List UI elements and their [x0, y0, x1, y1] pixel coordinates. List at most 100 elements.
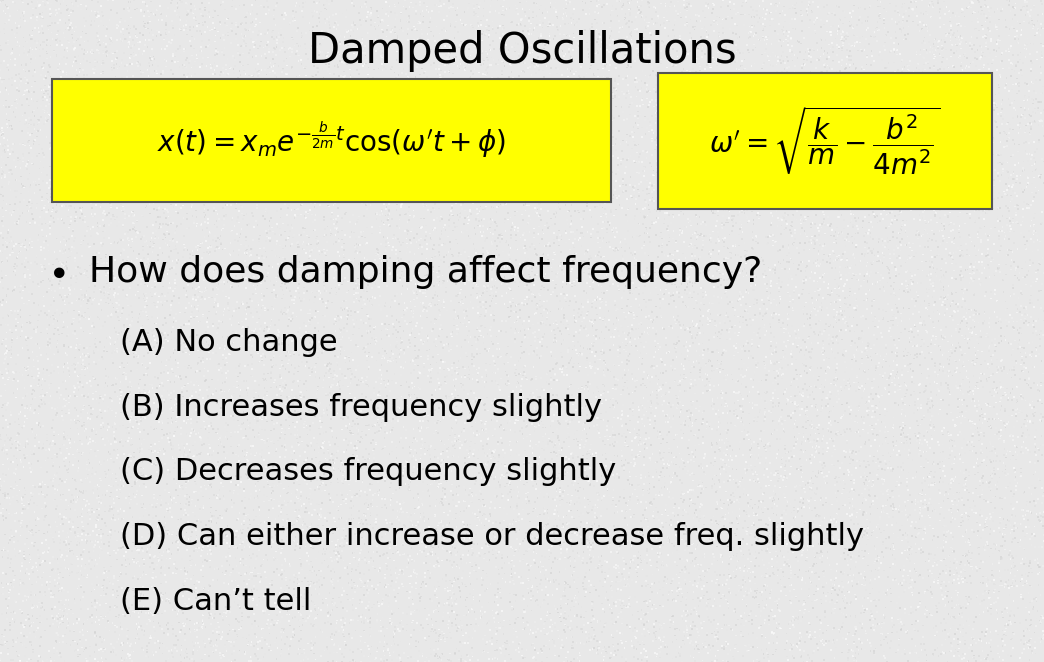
Point: [528, 260, 545, 271]
Point: [678, 610, 694, 620]
Point: [18, 245, 34, 256]
Point: [271, 166, 288, 176]
Point: [818, 477, 835, 488]
Point: [300, 209, 316, 219]
Point: [251, 124, 267, 134]
Point: [402, 275, 419, 286]
Point: [323, 380, 339, 391]
Point: [529, 204, 546, 214]
Point: [734, 0, 751, 8]
Point: [859, 521, 876, 532]
Point: [981, 169, 998, 179]
Point: [710, 645, 727, 655]
Point: [492, 518, 508, 528]
Point: [508, 316, 525, 327]
Point: [958, 371, 975, 382]
Point: [169, 0, 186, 8]
Point: [881, 512, 898, 522]
Point: [121, 585, 138, 595]
Point: [264, 359, 281, 370]
Point: [318, 402, 335, 413]
Point: [582, 444, 598, 455]
Point: [727, 57, 743, 68]
Point: [685, 498, 702, 508]
Point: [524, 653, 541, 662]
Point: [479, 477, 496, 488]
Point: [783, 507, 800, 518]
Point: [9, 383, 26, 394]
Point: [760, 275, 777, 286]
Point: [603, 105, 620, 115]
Point: [889, 210, 906, 220]
Point: [232, 358, 248, 369]
Point: [671, 181, 688, 191]
Point: [47, 164, 64, 174]
Point: [122, 43, 139, 54]
Point: [553, 352, 570, 363]
Point: [943, 516, 959, 527]
Point: [449, 547, 466, 557]
Point: [243, 164, 260, 175]
Point: [907, 400, 924, 410]
Point: [268, 338, 285, 348]
Point: [759, 232, 776, 242]
Point: [260, 335, 277, 346]
Point: [124, 312, 141, 323]
Point: [783, 412, 800, 423]
Point: [943, 142, 959, 152]
Point: [457, 292, 474, 303]
Point: [1003, 619, 1020, 630]
Point: [851, 401, 868, 411]
Point: [303, 438, 319, 448]
Point: [622, 30, 639, 40]
Point: [294, 601, 311, 612]
Point: [611, 285, 627, 295]
Point: [904, 175, 921, 185]
Point: [730, 585, 746, 596]
Point: [926, 358, 943, 369]
Point: [840, 470, 857, 481]
Point: [1024, 228, 1041, 238]
Point: [1021, 110, 1038, 120]
Point: [45, 349, 62, 359]
Point: [709, 355, 726, 366]
Point: [544, 189, 561, 200]
Point: [444, 105, 460, 115]
Point: [254, 295, 270, 305]
Point: [310, 346, 327, 356]
Point: [493, 420, 509, 430]
Point: [6, 575, 23, 585]
Point: [269, 600, 286, 611]
Point: [721, 297, 738, 308]
Point: [914, 510, 930, 521]
Point: [22, 13, 39, 23]
Point: [208, 122, 224, 133]
Point: [231, 405, 247, 416]
Point: [170, 7, 187, 18]
Point: [406, 565, 423, 575]
Point: [683, 1, 699, 12]
Point: [190, 149, 207, 160]
Point: [275, 381, 291, 392]
Point: [857, 626, 874, 637]
Point: [927, 87, 944, 98]
Point: [226, 538, 242, 548]
Point: [54, 637, 71, 647]
Point: [794, 600, 811, 610]
Point: [811, 571, 828, 582]
Point: [382, 87, 399, 98]
Point: [261, 535, 278, 545]
Point: [627, 341, 644, 352]
Point: [327, 457, 343, 468]
Point: [936, 298, 953, 308]
Point: [725, 68, 741, 78]
Point: [899, 626, 916, 636]
Point: [849, 507, 865, 518]
Point: [836, 71, 853, 82]
Point: [188, 113, 205, 123]
Point: [630, 113, 646, 124]
Point: [560, 622, 576, 632]
Point: [461, 606, 478, 617]
Point: [561, 116, 577, 126]
Point: [770, 310, 787, 320]
